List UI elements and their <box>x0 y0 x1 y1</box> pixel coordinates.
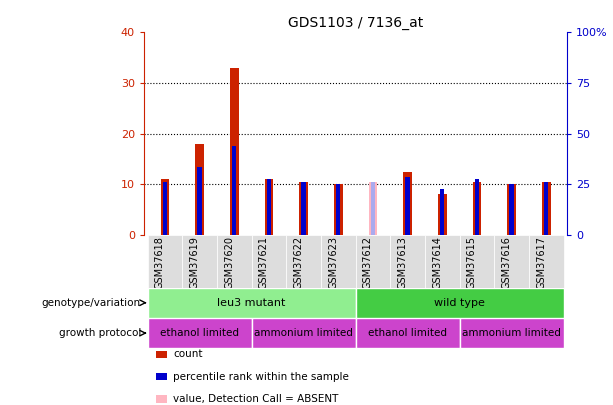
Text: GSM37616: GSM37616 <box>501 236 512 289</box>
Bar <box>251 235 286 288</box>
Text: ammonium limited: ammonium limited <box>462 328 561 338</box>
Text: genotype/variation: genotype/variation <box>42 298 141 308</box>
Bar <box>267 179 271 235</box>
Text: GSM37619: GSM37619 <box>189 236 199 289</box>
Text: ammonium limited: ammonium limited <box>254 328 353 338</box>
Text: wild type: wild type <box>434 298 485 308</box>
Bar <box>197 166 202 235</box>
Bar <box>230 68 238 235</box>
Text: GSM37612: GSM37612 <box>363 236 373 289</box>
Bar <box>473 182 481 235</box>
Text: GSM37617: GSM37617 <box>536 236 546 289</box>
Text: GSM37615: GSM37615 <box>467 236 477 289</box>
Bar <box>148 288 356 318</box>
Bar <box>460 318 563 348</box>
Bar <box>425 235 460 288</box>
Bar <box>390 235 425 288</box>
Text: GSM37614: GSM37614 <box>432 236 442 289</box>
Title: GDS1103 / 7136_at: GDS1103 / 7136_at <box>288 16 423 30</box>
Bar <box>475 179 479 235</box>
Bar <box>371 182 375 235</box>
Bar <box>438 194 446 235</box>
Bar <box>251 318 356 348</box>
Bar <box>321 235 356 288</box>
Bar <box>356 235 390 288</box>
Text: leu3 mutant: leu3 mutant <box>218 298 286 308</box>
Text: percentile rank within the sample: percentile rank within the sample <box>173 372 349 382</box>
Bar <box>217 235 251 288</box>
Bar <box>529 235 563 288</box>
Bar <box>368 182 377 235</box>
Text: growth protocol: growth protocol <box>59 328 141 338</box>
Bar <box>542 182 550 235</box>
Text: GSM37623: GSM37623 <box>328 236 338 289</box>
Bar <box>148 318 251 348</box>
Bar <box>161 179 169 235</box>
Bar <box>405 177 409 235</box>
Bar <box>286 235 321 288</box>
Bar <box>494 235 529 288</box>
Text: GSM37618: GSM37618 <box>155 236 165 289</box>
Bar <box>163 182 167 235</box>
Bar <box>356 288 563 318</box>
Bar <box>403 172 412 235</box>
Bar <box>334 184 343 235</box>
Bar <box>356 318 460 348</box>
Bar <box>148 235 182 288</box>
Bar <box>509 184 514 235</box>
Bar <box>507 184 516 235</box>
Bar <box>195 144 204 235</box>
Text: count: count <box>173 350 203 359</box>
Text: GSM37620: GSM37620 <box>224 236 234 289</box>
Bar <box>440 189 444 235</box>
Bar <box>336 184 340 235</box>
Text: value, Detection Call = ABSENT: value, Detection Call = ABSENT <box>173 394 339 404</box>
Text: ethanol limited: ethanol limited <box>160 328 239 338</box>
Bar <box>265 179 273 235</box>
Text: GSM37613: GSM37613 <box>398 236 408 289</box>
Bar <box>302 182 306 235</box>
Bar <box>460 235 494 288</box>
Bar <box>544 182 548 235</box>
Bar <box>299 182 308 235</box>
Text: ethanol limited: ethanol limited <box>368 328 447 338</box>
Text: GSM37621: GSM37621 <box>259 236 269 289</box>
Text: GSM37622: GSM37622 <box>294 236 303 289</box>
Bar <box>232 146 236 235</box>
Bar <box>182 235 217 288</box>
